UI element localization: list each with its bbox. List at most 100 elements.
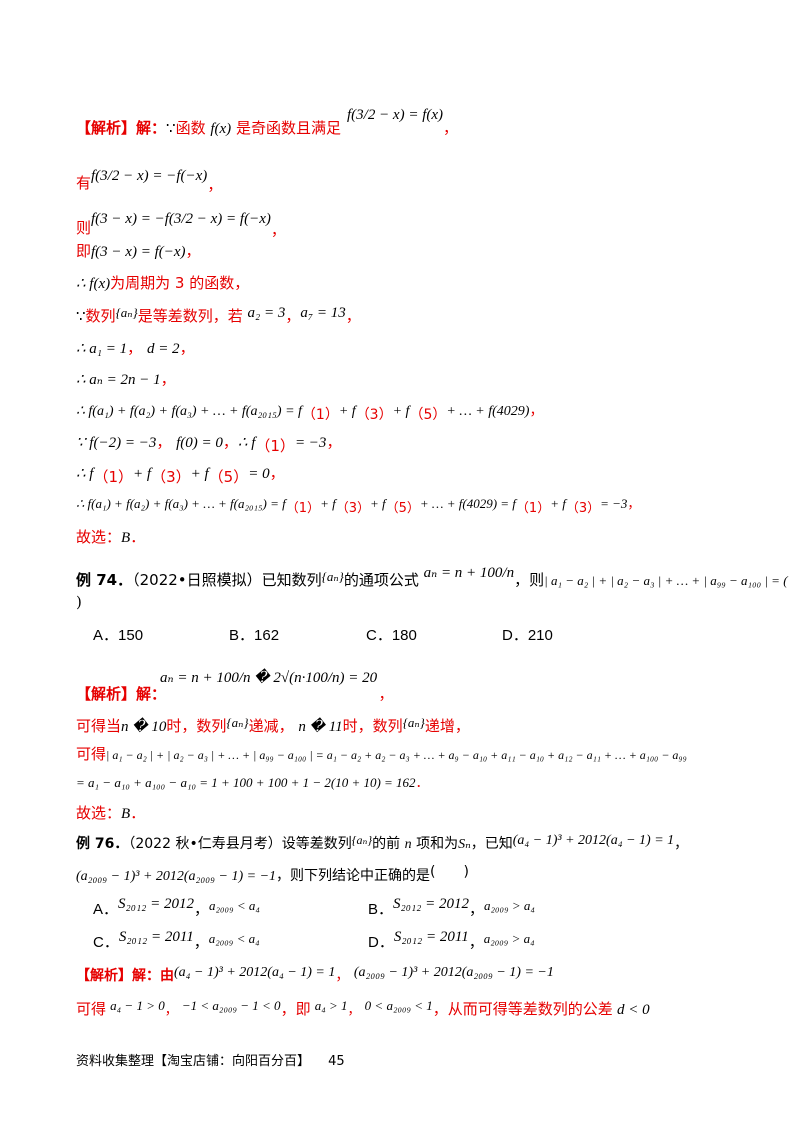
- math-expr: ∴ f(a₁) + f(a₂) + f(a₃) + … + f(a₂₀₁₅) =…: [76, 496, 286, 511]
- math-expr: 0 < a₂₀₀₉ < 1: [364, 998, 433, 1013]
- solution-line: 可得 a₄ − 1 > 0， −1 < a₂₀₀₉ − 1 < 0，即 a₄ >…: [76, 998, 650, 1021]
- math-expr: ∴ f(x): [76, 276, 111, 292]
- math-expr: f(3 − x) = f(−x): [91, 244, 186, 260]
- punct: ．: [130, 528, 146, 546]
- math-expr: (a₂₀₀₉ − 1)³ + 2012(a₂₀₀₉ − 1) = −1: [76, 869, 277, 884]
- page-footer: 资料收集整理【淘宝店铺：向阳百分百】 45: [76, 1050, 345, 1069]
- punct: ，: [347, 1003, 361, 1018]
- punct: ，: [529, 403, 544, 419]
- question-text: ，已知: [470, 836, 513, 852]
- solution-line: ∵ f(−2) = −3， f(0) = 0，∴ f（1）= −3，: [76, 432, 342, 455]
- math-expr: + f: [392, 404, 410, 419]
- solution-line: ∴ f(a₁) + f(a₂) + f(a₃) + … + f(a₂₀₁₅) =…: [76, 494, 640, 516]
- math-expr: {aₙ}: [115, 305, 138, 320]
- text: （1）: [93, 468, 134, 486]
- question-line: 例 76．（2022 秋•仁寿县月考）设等差数列{aₙ}的前 n 项和为Sₙ，已…: [76, 833, 688, 855]
- punct: ，: [270, 221, 286, 239]
- text: 递减，: [248, 717, 294, 735]
- text: 有: [76, 174, 92, 192]
- math-expr: ∴ aₙ = 2n − 1: [76, 372, 161, 388]
- text: 可得: [76, 745, 107, 763]
- because-symbol: ∵: [76, 307, 86, 325]
- math-expr: ∴ a₁ = 1: [76, 341, 128, 357]
- math-expr: S₂₀₁₂ = 2011: [393, 929, 469, 945]
- paren: ): [76, 593, 82, 611]
- punct: ，: [156, 433, 172, 451]
- math-expr: f(3/2 − x) = −f(−x): [91, 168, 208, 184]
- math-expr: + f: [133, 466, 152, 482]
- text: 故选：: [76, 804, 122, 822]
- punct: ，: [335, 968, 350, 984]
- text: （3）: [151, 468, 191, 486]
- math-expr: a₂₀₀₉ < a₄: [209, 898, 260, 913]
- question-number: 例 74．: [76, 571, 133, 589]
- text: 函数: [175, 119, 206, 137]
- math-expr: f(0) = 0: [176, 435, 223, 451]
- footer-text: 资料收集整理【淘宝店铺：向阳百分百】: [76, 1054, 311, 1069]
- option-b: B．S₂₀₁₂ = 2012，a₂₀₀₉ > a₄: [368, 896, 535, 920]
- math-expr: {aₙ}: [351, 833, 373, 847]
- question-line: 例 74．（2022•日照模拟）已知数列{aₙ}的通项公式 aₙ = n + 1…: [76, 565, 788, 591]
- punct: ，: [193, 934, 209, 951]
- math-expr: ∴ f: [76, 466, 94, 482]
- punct: ，: [185, 242, 201, 260]
- text: ，即: [280, 1000, 311, 1018]
- math-expr: a₂₀₀₉ > a₄: [484, 898, 535, 913]
- math-expr: ∵ f(−2) = −3: [76, 435, 157, 451]
- math-expr: f(x): [210, 121, 232, 137]
- math-expr: f(3/2 − x) = f(x): [346, 107, 444, 123]
- option-a: A．150: [93, 627, 144, 644]
- solution-line: 可得| a₁ − a₂ | + | a₂ − a₃ | + … + | a₉₉ …: [76, 744, 687, 765]
- math-expr: S₂₀₁₂ = 2012: [393, 896, 469, 912]
- question-text: 的通项公式: [343, 571, 419, 589]
- option-c: C．S₂₀₁₂ = 2011，a₂₀₀₉ < a₄: [93, 929, 260, 953]
- solution-line: 【解析】解： ，: [76, 684, 394, 704]
- text: 可得当: [76, 717, 122, 735]
- text: （5）: [409, 407, 447, 423]
- text: 即: [76, 242, 92, 260]
- solution-line: ∴ f(x)为周期为 3 的函数，: [76, 273, 249, 294]
- option-a: A．S₂₀₁₂ = 2012，a₂₀₀₉ < a₄: [93, 896, 260, 920]
- analysis-label: 【解析】解：: [76, 119, 167, 137]
- math-expr: = a₁ − a₁₀ + a₁₀₀ − a₁₀ = 1 + 100 + 100 …: [76, 775, 416, 790]
- math-expr: a₇ = 13: [300, 305, 346, 321]
- punct: ，: [127, 339, 143, 357]
- punct: ，: [378, 685, 394, 703]
- math-expr: d < 0: [616, 1002, 650, 1018]
- analysis-label: 【解析】解：由: [76, 968, 174, 984]
- punct: ，: [326, 433, 342, 451]
- punct: ，: [207, 176, 223, 194]
- analysis-label: 【解析】解：: [76, 685, 159, 703]
- math-expr: n � 11: [298, 719, 343, 735]
- punct: ，: [179, 339, 195, 357]
- text: （1）: [255, 437, 295, 455]
- question-text: ，则下列结论中正确的是: [276, 868, 431, 884]
- math-expr: (a₄ − 1)³ + 2012(a₄ − 1) = 1: [174, 965, 336, 980]
- text: （3）: [335, 501, 370, 516]
- punct: ，: [468, 934, 484, 951]
- solution-line: 有f(3/2 − x) = −f(−x)，: [76, 165, 222, 194]
- math-expr: a₂₀₀₉ < a₄: [208, 931, 260, 946]
- text: 可得: [76, 1000, 107, 1018]
- text: （3）: [355, 407, 393, 423]
- solution-line: ∴ aₙ = 2n − 1，: [76, 369, 176, 390]
- math-expr: + … + f(4029): [446, 404, 530, 419]
- question-text: （2022•日照模拟）已知数列: [132, 571, 322, 589]
- math-expr: = −3: [294, 435, 327, 451]
- punct: ，: [269, 464, 285, 482]
- punct: ，: [469, 901, 485, 918]
- page-number: 45: [328, 1054, 345, 1069]
- punct: ，: [443, 119, 459, 137]
- math-expr: Sₙ: [458, 837, 471, 852]
- option-c: C．180: [366, 627, 417, 644]
- math-expr: (a₄ − 1)³ + 2012(a₄ − 1) = 1: [512, 833, 675, 848]
- text: （5）: [208, 468, 249, 486]
- text: （1）: [515, 501, 551, 516]
- math-expr: {aₙ}: [321, 569, 344, 584]
- math-expr: ∴ f: [237, 435, 256, 451]
- math-expr: {aₙ}: [226, 715, 249, 730]
- text: （3）: [565, 501, 601, 516]
- answer-letter: B: [121, 530, 131, 546]
- because-symbol: ∵: [166, 119, 176, 137]
